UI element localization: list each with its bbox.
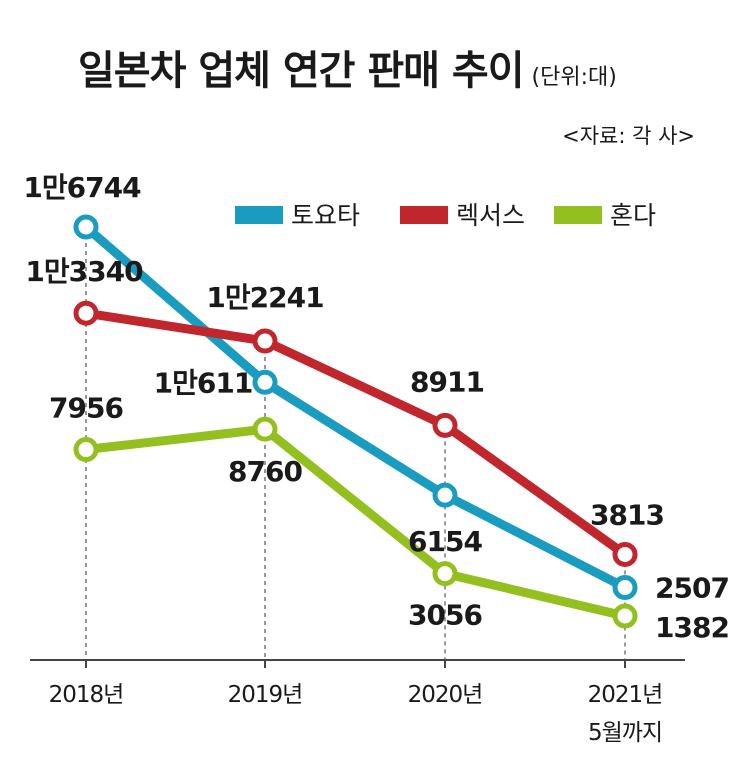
data-label: 1만6744 [23,171,141,204]
data-point [73,437,99,463]
title-row: 일본차 업체 연간 판매 추이 (단위:대) [78,38,617,96]
x-tick-label: 2018년 [49,682,124,708]
data-point [73,214,99,240]
chart-title: 일본차 업체 연간 판매 추이 [78,48,525,94]
legend-label: 렉서스 [456,201,525,230]
data-point [612,603,638,629]
series-line-혼다 [81,424,630,621]
data-label: 3056 [408,599,482,632]
legend-swatch [554,206,602,224]
x-tick-label: 2020년 [408,682,483,708]
unit-note: (단위:대) [531,65,617,90]
x-tick-label: 5월까지 [588,720,662,746]
source-note: <자료: 각 사> [562,124,695,148]
data-label: 6154 [408,525,482,558]
x-tick-label: 2019년 [228,682,303,708]
data-label: 8760 [228,455,302,488]
data-point [73,300,99,326]
data-label: 7956 [49,392,123,425]
data-point [432,561,458,587]
x-tick-label: 2021년 [588,682,663,708]
data-label: 1만3340 [25,255,143,288]
data-point [612,541,638,567]
data-point [252,369,278,395]
data-point [252,328,278,354]
data-point [612,575,638,601]
series-line-렉서스 [81,308,630,559]
data-point [432,482,458,508]
legend-swatch [235,206,283,224]
legend-swatch [400,206,448,224]
data-label: 1만2241 [206,281,323,314]
data-point [252,416,278,442]
legend-label: 토요타 [291,201,360,230]
data-point [432,412,458,438]
series-line-토요타 [81,222,630,593]
data-label: 8911 [410,365,484,398]
data-label: 3813 [590,498,664,531]
data-label: 1만611 [154,366,253,399]
data-label: 1382 [655,611,729,644]
legend-label: 혼다 [610,201,656,230]
data-label: 2507 [655,572,729,605]
